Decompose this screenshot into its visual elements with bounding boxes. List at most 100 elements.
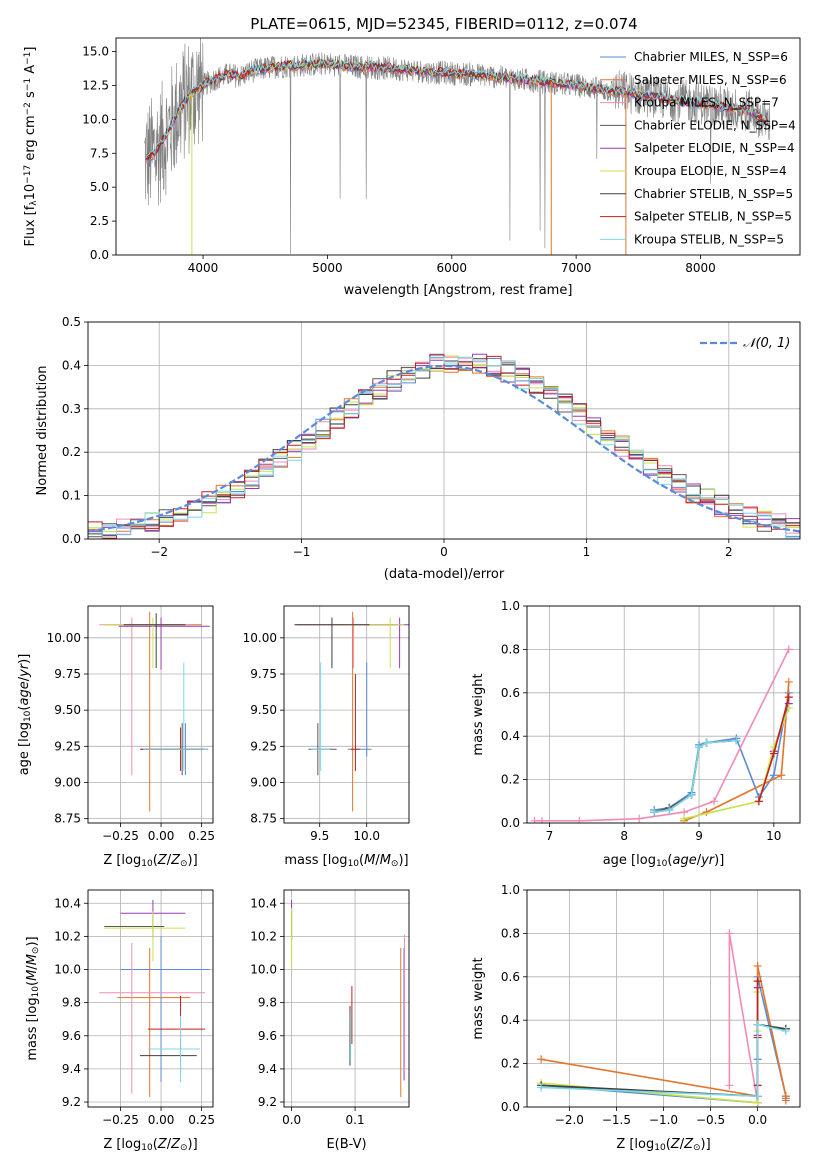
y-axis-label: mass weight xyxy=(471,673,486,755)
y-tick-label: 0.8 xyxy=(501,642,520,656)
label-part: Z xyxy=(170,853,181,868)
label-part: age xyxy=(17,681,32,705)
series-kroupa-miles xyxy=(725,929,762,1107)
x-tick-label: 0.00 xyxy=(148,1113,175,1127)
x-axis-label: wavelength [Angstrom, rest frame] xyxy=(344,283,573,298)
y-tick-label: 9.6 xyxy=(62,1029,81,1043)
label-part: yr xyxy=(17,662,32,678)
label-part: A xyxy=(23,65,38,78)
label-part: ] xyxy=(23,47,38,52)
label-part: −2 xyxy=(23,102,33,115)
y-tick-label: 0.4 xyxy=(501,1013,520,1027)
plot-area xyxy=(99,899,210,1098)
errorbar-kroupa-elodie xyxy=(104,911,186,962)
series-kroupa-stelib xyxy=(650,736,741,817)
y-tick-label: 10.4 xyxy=(54,896,81,910)
series-line xyxy=(653,739,737,813)
axes-frame xyxy=(526,605,801,824)
label-part: 10 xyxy=(656,859,668,869)
x-tick-label: 5000 xyxy=(312,261,343,275)
x-tick-label: 0.0 xyxy=(282,1113,301,1127)
x-tick-label: 7 xyxy=(546,829,554,843)
y-tick-label: 10.0 xyxy=(250,963,277,977)
x-axis-label: (data-model)/error xyxy=(384,567,505,582)
x-tick-label: −2.0 xyxy=(555,1113,584,1127)
x-tick-label: 9 xyxy=(695,829,703,843)
label-part: )] xyxy=(701,1137,711,1152)
y-tick-label: 9.6 xyxy=(258,1029,277,1043)
y-tick-label: 9.25 xyxy=(54,739,81,753)
series-kroupa-stelib xyxy=(537,1020,790,1101)
label-part: / xyxy=(167,853,172,868)
label-part: 10 xyxy=(654,1143,666,1153)
x-tick-label: 0 xyxy=(440,545,448,559)
label-part: Z xyxy=(683,1137,694,1152)
data-point xyxy=(777,771,786,780)
label-part: Z xyxy=(157,853,168,868)
y-tick-label: 10.00 xyxy=(47,631,81,645)
data-point xyxy=(702,738,711,747)
panel-spectrum: 4000 5000 6000 7000 8000 0.0 2.5 5.0 7.5 10.0 12.5… xyxy=(23,37,801,298)
data-point xyxy=(769,771,778,780)
label-part: 10 xyxy=(23,710,33,722)
y-tick-label: 10.00 xyxy=(243,631,277,645)
y-tick-label: 10.0 xyxy=(54,963,81,977)
label-part: / xyxy=(375,853,380,868)
panel-mass-vs-z: −0.25 0.00 0.25 9.2 9.4 9.6 9.8 10.0 10.2 10.4 Z [… xyxy=(25,889,215,1153)
label-part: 10 xyxy=(31,986,41,998)
label-part: ⊙ xyxy=(693,1143,701,1153)
x-tick-label: 7000 xyxy=(561,261,592,275)
errorbar-kroupa-stelib xyxy=(143,662,207,771)
errorbar-salpeter-stelib xyxy=(350,673,361,771)
y-tick-label: 0.8 xyxy=(501,926,520,940)
x-tick-label: −2 xyxy=(150,545,168,559)
label-part: Z [log xyxy=(103,1137,141,1152)
x-tick-label: 0.1 xyxy=(346,1113,365,1127)
x-tick-label: 9.5 xyxy=(310,829,329,843)
label-part: s xyxy=(23,91,38,102)
series-line xyxy=(654,739,737,813)
plot-area xyxy=(144,38,771,255)
y-tick-label: 9.25 xyxy=(250,739,277,753)
y-tick-label: 9.50 xyxy=(250,703,277,717)
label-part: yr xyxy=(700,853,716,868)
label-part: ⊙ xyxy=(180,859,188,869)
plot-area xyxy=(537,929,790,1107)
y-axis-label: mass weight xyxy=(471,957,486,1039)
label-part: ( xyxy=(25,981,40,986)
label-part: / xyxy=(167,1137,172,1152)
series-line xyxy=(541,992,759,1104)
label-part: )] xyxy=(188,853,198,868)
plot-area xyxy=(88,353,800,539)
label-part: ( xyxy=(17,706,32,711)
label-part: / xyxy=(697,853,702,868)
y-tick-label: 10.0 xyxy=(82,112,109,126)
plot-area xyxy=(530,645,793,823)
data-point xyxy=(665,805,674,814)
x-tick-label: 1 xyxy=(583,545,591,559)
legend-entry: Kroupa ELODIE, N_SSP=4 xyxy=(634,164,787,178)
errorbar-salpeter-stelib xyxy=(148,996,205,1063)
data-point xyxy=(635,814,644,823)
label-part: 10 xyxy=(141,1143,153,1153)
y-tick-label: 0.6 xyxy=(501,970,520,984)
y-tick-label: 9.8 xyxy=(62,996,81,1010)
y-tick-label: 1.0 xyxy=(501,599,520,613)
errorbar-chabrier-elodie xyxy=(104,914,165,939)
y-tick-label: 9.75 xyxy=(250,667,277,681)
errorbar-chabrier-stelib xyxy=(123,613,186,669)
x-tick-label: 8 xyxy=(620,829,628,843)
label-part: M xyxy=(380,853,391,868)
y-tick-label: 0.4 xyxy=(62,358,81,372)
x-tick-label: 10.0 xyxy=(353,829,380,843)
y-tick-label: 0.4 xyxy=(501,729,520,743)
errorbar-salpeter-elodie xyxy=(118,617,210,670)
errorbar-chabrier-stelib xyxy=(294,617,370,669)
label-part: / xyxy=(680,1137,685,1152)
x-tick-label: 0.25 xyxy=(188,829,215,843)
legend-entry: Chabrier ELODIE, N_SSP=4 xyxy=(634,118,796,132)
axes-frame xyxy=(115,37,801,256)
legend-entry: Salpeter MILES, N_SSP=6 xyxy=(634,73,787,87)
x-tick-label: 8000 xyxy=(685,261,716,275)
